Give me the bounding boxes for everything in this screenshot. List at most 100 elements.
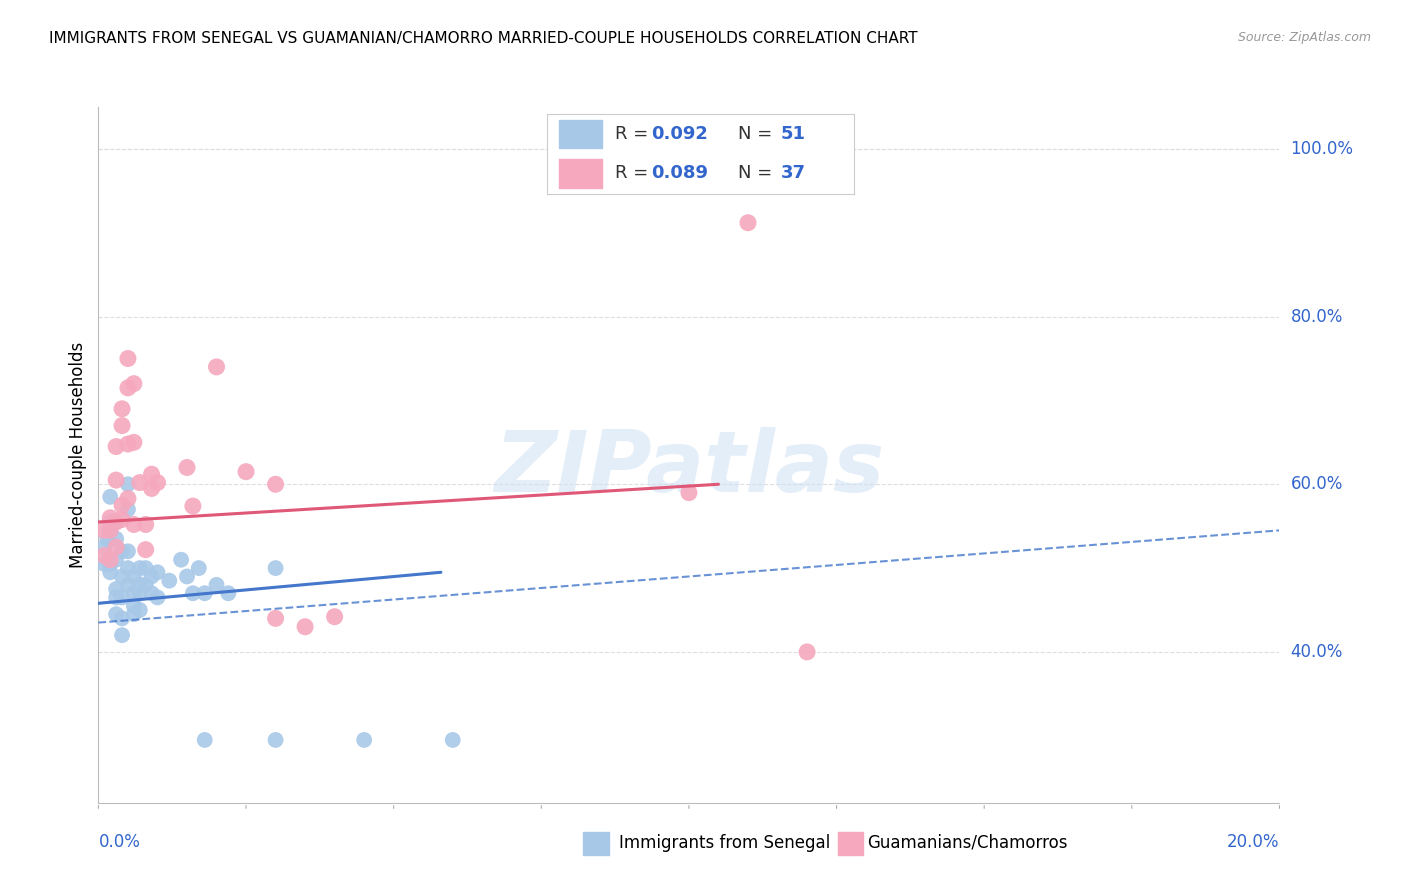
Text: 20.0%: 20.0% <box>1227 833 1279 851</box>
Point <box>98 490 121 504</box>
Point <box>98 524 121 538</box>
Point <box>176 460 198 475</box>
Point <box>117 381 139 395</box>
Point <box>796 645 818 659</box>
Text: 80.0%: 80.0% <box>1291 308 1343 326</box>
Point <box>117 351 139 366</box>
Text: ZIPatlas: ZIPatlas <box>494 427 884 510</box>
Point <box>105 440 128 454</box>
Point <box>93 557 115 571</box>
Point <box>141 482 163 496</box>
Point <box>194 586 217 600</box>
Point <box>141 586 163 600</box>
Point <box>135 517 157 532</box>
Point <box>194 733 217 747</box>
Point <box>235 465 257 479</box>
Point <box>117 491 139 506</box>
Point <box>105 473 128 487</box>
Y-axis label: Married-couple Households: Married-couple Households <box>69 342 87 568</box>
Point <box>264 611 287 625</box>
Point <box>117 578 139 592</box>
Point <box>111 418 134 433</box>
Point <box>111 569 134 583</box>
Point <box>135 561 157 575</box>
Point <box>128 603 150 617</box>
Point <box>678 485 700 500</box>
Point <box>181 586 204 600</box>
Text: Source: ZipAtlas.com: Source: ZipAtlas.com <box>1237 31 1371 45</box>
Point <box>157 574 180 588</box>
Point <box>128 578 150 592</box>
Point <box>93 540 115 554</box>
Point <box>141 569 163 583</box>
Point <box>105 591 128 605</box>
Point <box>128 561 150 575</box>
Text: IMMIGRANTS FROM SENEGAL VS GUAMANIAN/CHAMORRO MARRIED-COUPLE HOUSEHOLDS CORRELAT: IMMIGRANTS FROM SENEGAL VS GUAMANIAN/CHA… <box>49 31 918 46</box>
Point <box>98 552 121 566</box>
Point <box>105 552 128 566</box>
Point <box>111 611 134 625</box>
Point <box>111 401 134 416</box>
Point <box>170 552 193 566</box>
Text: 0.0%: 0.0% <box>98 833 141 851</box>
Point <box>264 477 287 491</box>
Point <box>111 544 134 558</box>
Text: Immigrants from Senegal: Immigrants from Senegal <box>619 834 830 852</box>
Point <box>441 733 464 747</box>
Point <box>98 524 121 538</box>
Point <box>122 376 145 391</box>
Point <box>135 542 157 557</box>
Point <box>111 498 134 512</box>
Point <box>117 477 139 491</box>
Point <box>122 607 145 622</box>
Point <box>93 524 115 538</box>
Point <box>264 733 287 747</box>
Text: 100.0%: 100.0% <box>1291 140 1354 158</box>
Text: 60.0%: 60.0% <box>1291 475 1343 493</box>
Point <box>122 599 145 613</box>
Point <box>93 549 115 563</box>
Point <box>217 586 239 600</box>
Point <box>98 566 121 580</box>
Point <box>737 216 759 230</box>
Point <box>117 437 139 451</box>
Point <box>105 532 128 546</box>
Point <box>146 591 169 605</box>
Point <box>111 512 134 526</box>
Text: Guamanians/Chamorros: Guamanians/Chamorros <box>868 834 1069 852</box>
Point <box>181 499 204 513</box>
Point <box>98 510 121 524</box>
Point <box>117 502 139 516</box>
Point <box>111 591 134 605</box>
Point <box>117 544 139 558</box>
Point <box>205 359 228 374</box>
Point <box>146 566 169 580</box>
Point <box>105 515 128 529</box>
Point <box>323 609 346 624</box>
Point <box>146 475 169 490</box>
Point <box>122 517 145 532</box>
Point <box>117 561 139 575</box>
Point <box>98 557 121 571</box>
Point <box>128 475 150 490</box>
Point <box>205 578 228 592</box>
Point <box>264 561 287 575</box>
Point <box>122 569 145 583</box>
Point <box>135 578 157 592</box>
Point <box>187 561 209 575</box>
Point <box>105 515 128 529</box>
Point <box>122 586 145 600</box>
Point <box>98 515 121 529</box>
Point <box>294 620 316 634</box>
Point <box>105 607 128 622</box>
Point <box>353 733 375 747</box>
Point <box>128 586 150 600</box>
Point <box>176 569 198 583</box>
Point <box>96 532 118 546</box>
Point <box>105 540 128 554</box>
Point <box>105 582 128 596</box>
Point <box>141 467 163 482</box>
Text: 40.0%: 40.0% <box>1291 643 1343 661</box>
Point <box>122 435 145 450</box>
Point <box>111 628 134 642</box>
